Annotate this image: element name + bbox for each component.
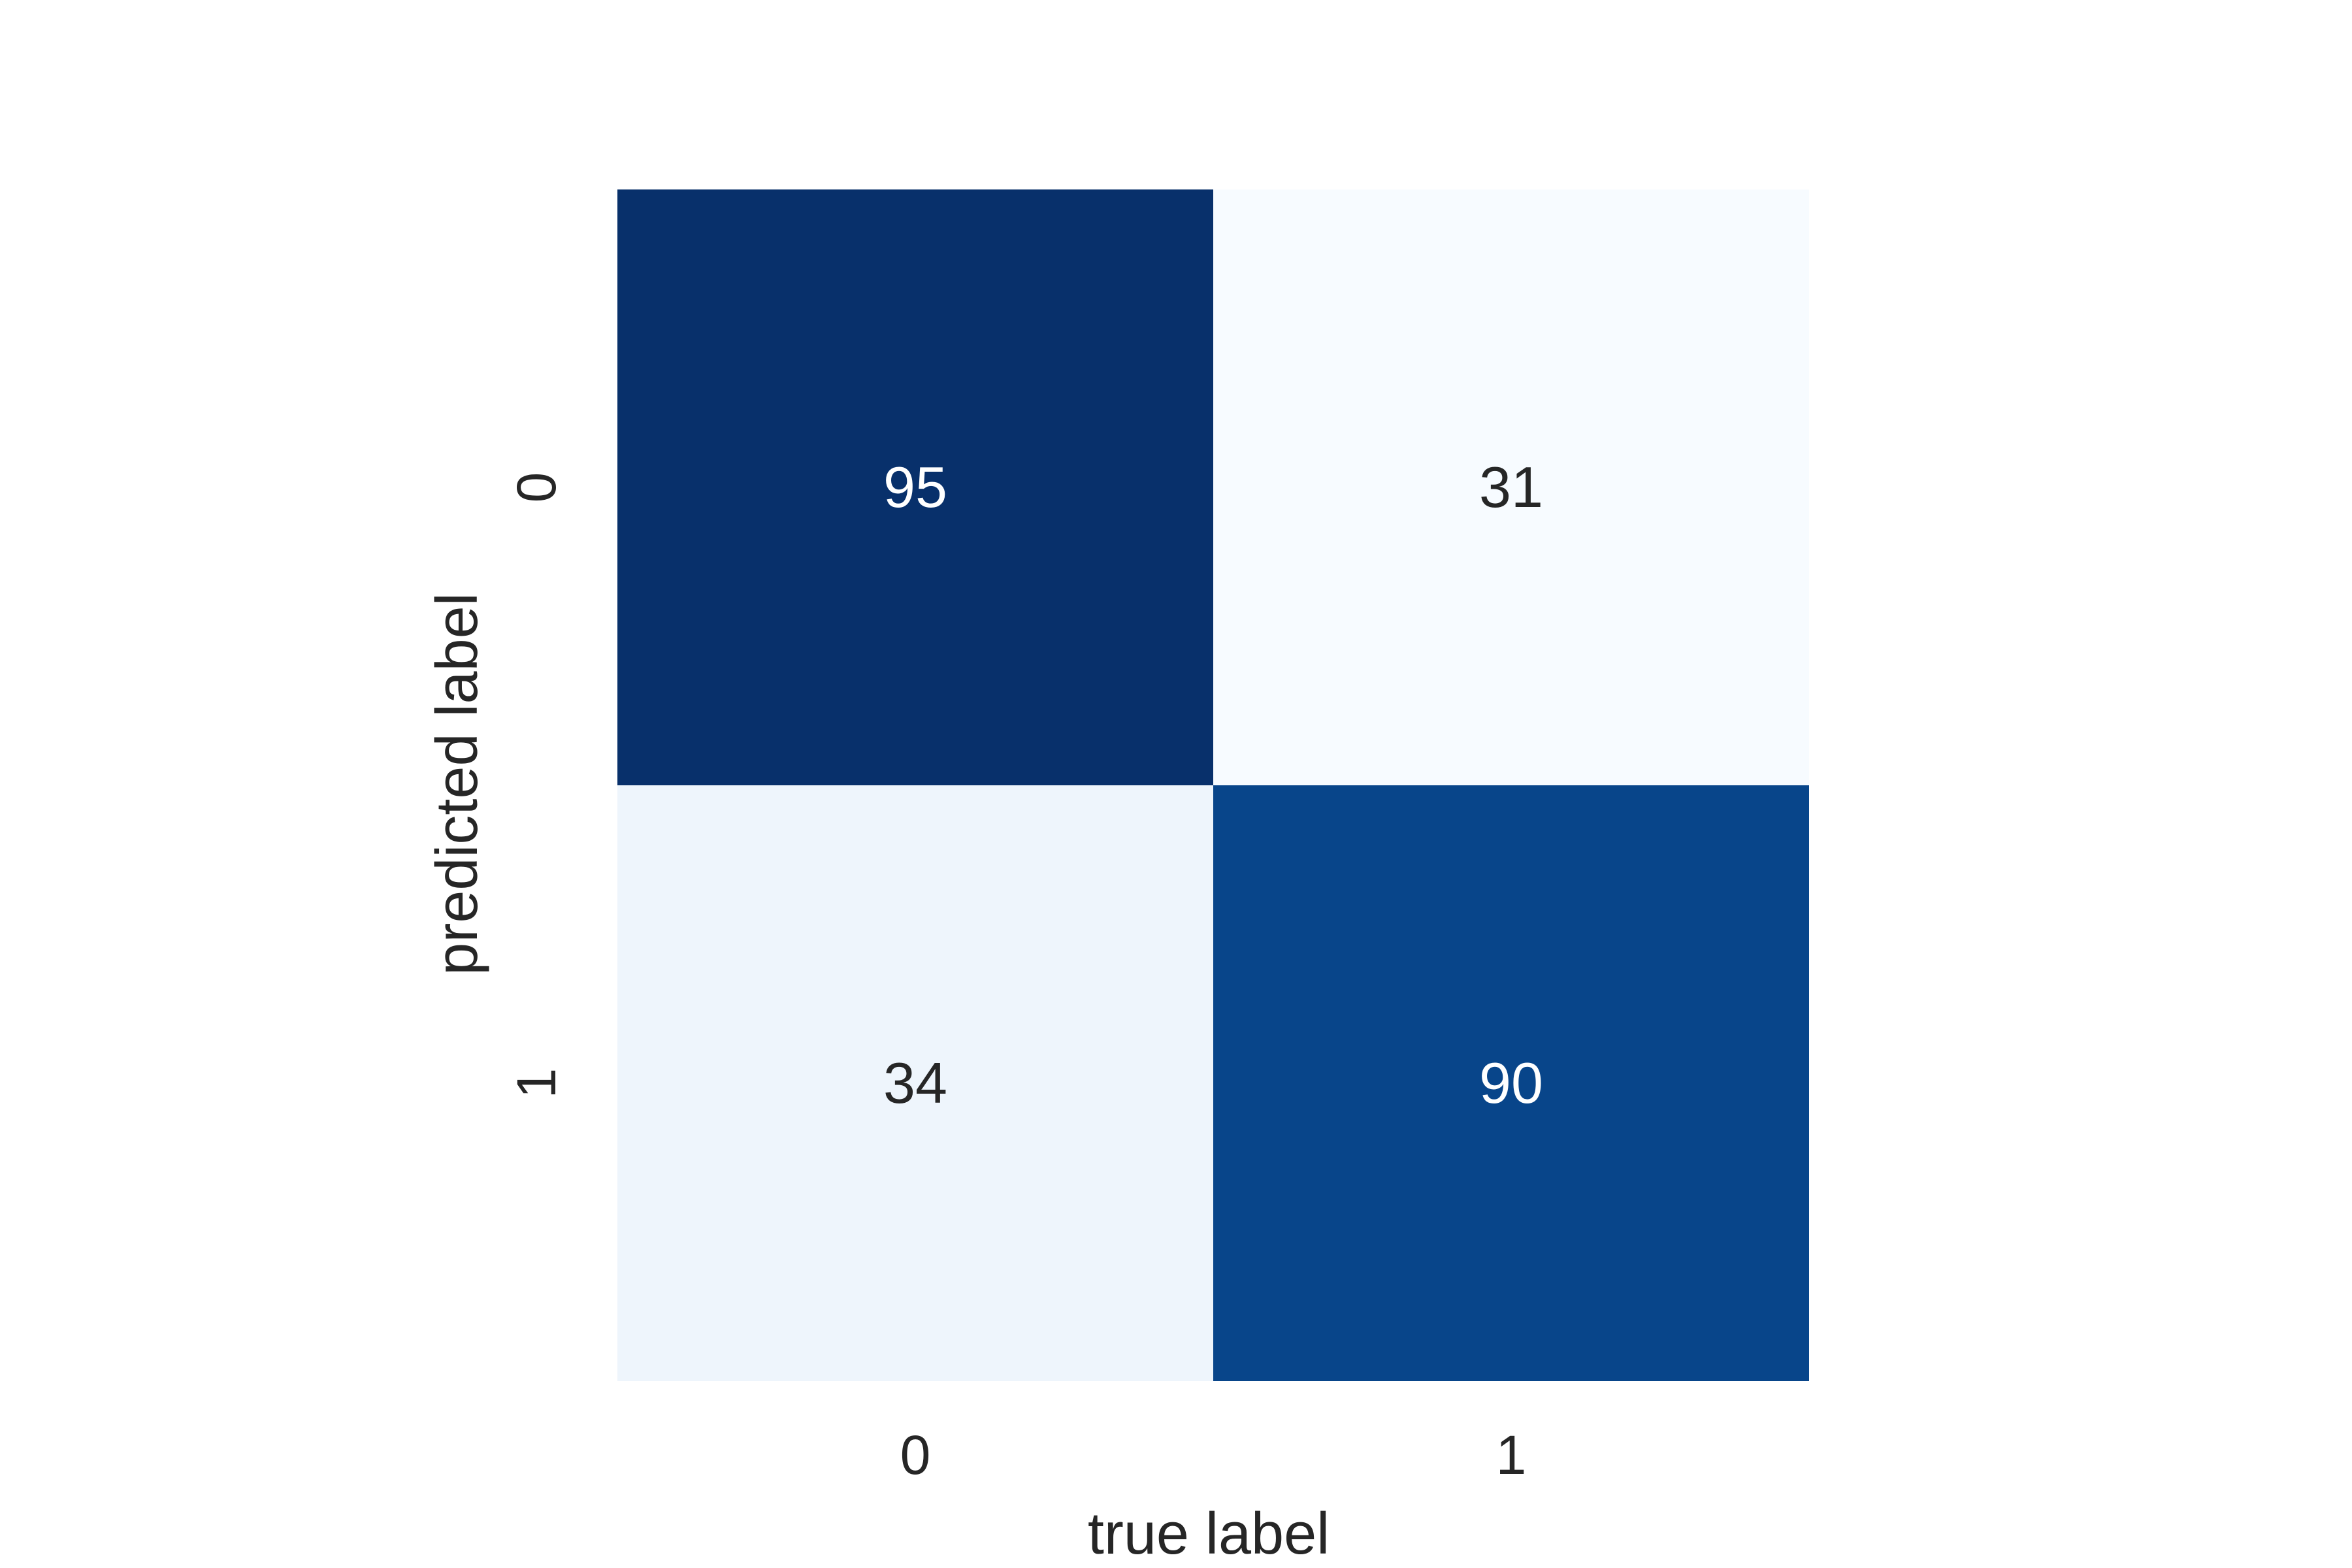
heatmap-cell-r0-c0: [617, 189, 1213, 785]
heatmap-cell-label-r0-c0: 95: [883, 455, 947, 519]
y-axis-ticks: 01: [506, 472, 567, 1099]
heatmap-cell-r1-c1: [1213, 785, 1809, 1381]
x-tick-label: 1: [1496, 1424, 1527, 1486]
heatmap-cell-r0-c1: [1213, 189, 1809, 785]
heatmap-cell-label-r1-c1: 90: [1479, 1051, 1543, 1115]
x-axis-label: true label: [1088, 1501, 1330, 1567]
x-tick-label: 0: [900, 1424, 931, 1486]
heatmap-cell-r1-c0: [617, 785, 1213, 1381]
y-axis-label: predicted label: [425, 593, 490, 975]
y-tick-label: 1: [506, 1068, 567, 1099]
heatmap-cells: [617, 189, 1809, 1381]
heatmap-cell-label-r0-c1: 31: [1479, 455, 1543, 519]
y-tick-label: 0: [506, 472, 567, 503]
heatmap-cell-label-r1-c0: 34: [883, 1051, 947, 1115]
heatmap-cell-labels: 95 31 34 90: [883, 455, 1543, 1115]
